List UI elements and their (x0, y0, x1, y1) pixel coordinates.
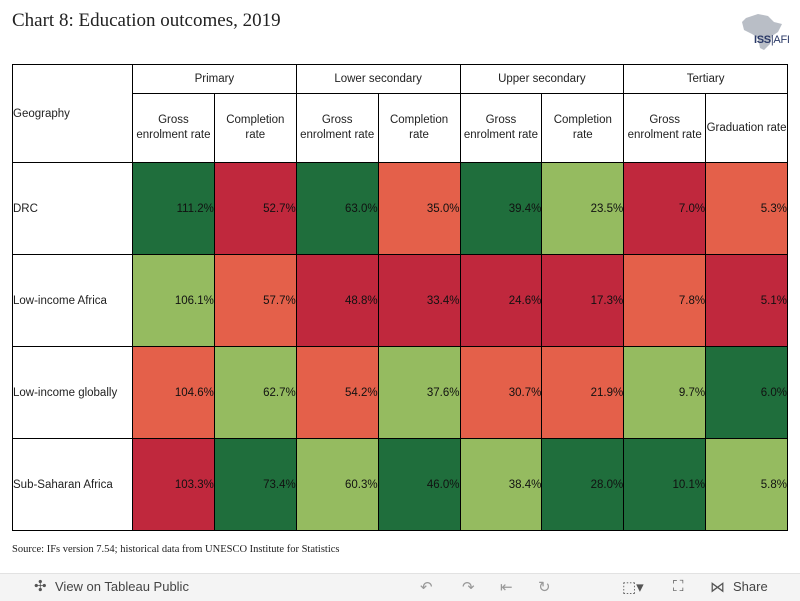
tableau-logo-icon: ✣ (34, 578, 47, 595)
sub-header: Gross enrolment rate (459, 93, 543, 163)
heatmap-cell[interactable]: 24.6% (459, 254, 543, 347)
heatmap-cell[interactable]: 23.5% (541, 162, 625, 255)
table-row: Low-income globally 104.6% 62.7% 54.2% 37.6%… (12, 346, 788, 439)
heatmap-cell[interactable]: 10.1% (623, 438, 707, 531)
heatmap-cell[interactable]: 62.7% (213, 346, 297, 439)
sub-header: Completion rate (213, 93, 297, 163)
heatmap-cell[interactable]: 38.4% (459, 438, 543, 531)
logo-main-text: ISS (754, 34, 771, 46)
table-row: Low-income Africa 106.1% 57.7% 48.8% 33.4% 24… (12, 254, 788, 347)
heatmap-cell[interactable]: 28.0% (541, 438, 625, 531)
group-header-lower-secondary: Lower secondary (295, 64, 461, 94)
sub-header-row: Gross enrolment rate Completion rate Gro… (13, 93, 788, 163)
heatmap-cell[interactable]: 21.9% (541, 346, 625, 439)
heatmap-cell[interactable]: 5.1% (705, 254, 788, 347)
heatmap-cell[interactable]: 17.3% (541, 254, 625, 347)
view-on-tableau-link[interactable]: View on Tableau Public (55, 579, 189, 594)
heatmap-cell[interactable]: 35.0% (377, 162, 461, 255)
heatmap-cell[interactable]: 106.1% (132, 254, 215, 347)
heatmap-cell[interactable]: 48.8% (295, 254, 379, 347)
sub-header: Completion rate (541, 93, 625, 163)
heatmap-cell[interactable]: 37.6% (377, 346, 461, 439)
heatmap-cell[interactable]: 111.2% (132, 162, 215, 255)
heatmap-cell[interactable]: 52.7% (213, 162, 297, 255)
heatmap-cell[interactable]: 46.0% (377, 438, 461, 531)
logo-text: ISS|AFI (754, 34, 790, 46)
row-label: Low-income globally (12, 346, 133, 439)
sub-header: Completion rate (377, 93, 461, 163)
heatmap-cell[interactable]: 104.6% (132, 346, 215, 439)
heatmap-cell[interactable]: 103.3% (132, 438, 215, 531)
heatmap-cell[interactable]: 54.2% (295, 346, 379, 439)
group-header-row: Geography Primary Lower secondary Upper … (12, 64, 788, 163)
sub-header: Graduation rate (705, 93, 788, 163)
download-icon[interactable]: ⬚▾ (622, 579, 644, 596)
heatmap-cell[interactable]: 6.0% (705, 346, 788, 439)
geography-header: Geography (12, 64, 133, 163)
chart-title: Chart 8: Education outcomes, 2019 (12, 10, 281, 31)
table-body: DRC 111.2% 52.7% 63.0% 35.0% 39.4% 23.5% 7.0% 5.… (12, 162, 788, 531)
share-button[interactable]: Share (733, 579, 768, 594)
group-header-primary: Primary (132, 64, 297, 94)
table-row: DRC 111.2% 52.7% 63.0% 35.0% 39.4% 23.5% 7.0% 5.… (12, 162, 788, 255)
row-label: Sub-Saharan Africa (12, 438, 133, 531)
row-label: DRC (12, 162, 133, 255)
heatmap-cell[interactable]: 60.3% (295, 438, 379, 531)
heatmap-cell[interactable]: 57.7% (213, 254, 297, 347)
group-header-upper-secondary: Upper secondary (459, 64, 625, 94)
revert-icon[interactable]: ⇤ (500, 579, 513, 596)
share-icon[interactable]: ⋈ (710, 579, 725, 596)
source-note: Source: IFs version 7.54; historical dat… (12, 544, 340, 555)
heatmap-cell[interactable]: 33.4% (377, 254, 461, 347)
heatmap-cell[interactable]: 7.0% (623, 162, 707, 255)
sub-header: Gross enrolment rate (132, 93, 215, 163)
heatmap-cell[interactable]: 30.7% (459, 346, 543, 439)
sub-header: Gross enrolment rate (623, 93, 707, 163)
iss-africa-logo (738, 12, 788, 52)
heatmap-cell[interactable]: 5.8% (705, 438, 788, 531)
undo-icon[interactable]: ↶ (420, 579, 433, 596)
tableau-toolbar: ✣ View on Tableau Public ↶ ↷ ⇤ ↻ ⬚▾ ⛶ ⋈ … (0, 573, 800, 601)
heatmap-cell[interactable]: 7.8% (623, 254, 707, 347)
heatmap-cell[interactable]: 63.0% (295, 162, 379, 255)
group-header-tertiary: Tertiary (623, 64, 788, 94)
row-label: Low-income Africa (12, 254, 133, 347)
heatmap-cell[interactable]: 39.4% (459, 162, 543, 255)
heatmap-cell[interactable]: 5.3% (705, 162, 788, 255)
refresh-icon[interactable]: ↻ (538, 579, 551, 596)
table-row: Sub-Saharan Africa 103.3% 73.4% 60.3% 46.0% 3… (12, 438, 788, 531)
redo-icon[interactable]: ↷ (462, 579, 475, 596)
education-outcomes-table: Geography Primary Lower secondary Upper … (12, 64, 788, 531)
heatmap-cell[interactable]: 9.7% (623, 346, 707, 439)
heatmap-cell[interactable]: 73.4% (213, 438, 297, 531)
fullscreen-icon[interactable]: ⛶ (673, 578, 684, 595)
sub-header: Gross enrolment rate (295, 93, 379, 163)
logo-sub-text: AFI (773, 34, 790, 46)
